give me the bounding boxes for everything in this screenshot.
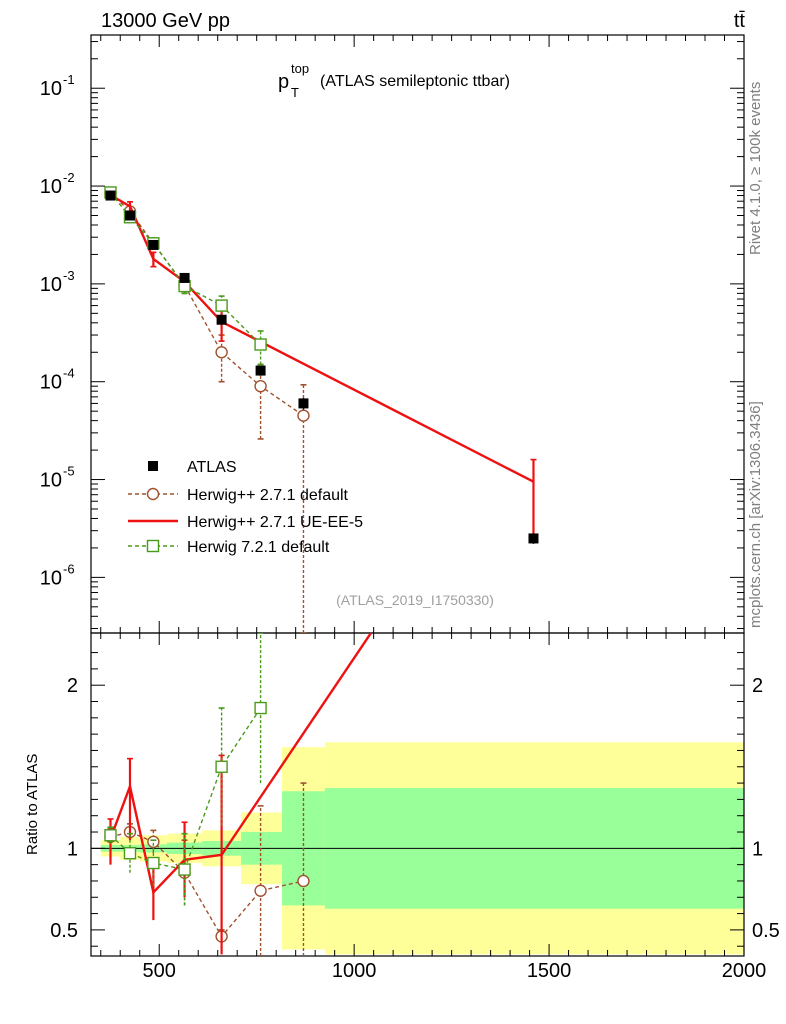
y-tick-label: 10 bbox=[40, 274, 62, 296]
ratio-tick-label-right: 1 bbox=[752, 838, 763, 860]
ratio-line bbox=[109, 633, 373, 895]
ratio-marker bbox=[147, 856, 160, 870]
ratio-plot-frame bbox=[90, 632, 745, 957]
legend-square-marker bbox=[146, 539, 160, 553]
ratio-tick-label: 1 bbox=[67, 838, 78, 860]
plot-title-sub: T bbox=[291, 85, 299, 100]
legend-atlas-marker bbox=[148, 461, 158, 471]
y-tick-label: 10 bbox=[40, 78, 62, 100]
ratio-tick-label: 0.5 bbox=[50, 920, 78, 942]
header-right: tt̄ bbox=[734, 10, 746, 32]
ratio-tick-label: 2 bbox=[67, 675, 78, 697]
rivet-label: Rivet 4.1.0, ≥ 100k events bbox=[747, 82, 764, 255]
legend-label: Herwig++ 2.7.1 default bbox=[187, 487, 349, 504]
ratio-tick-label-right: 0.5 bbox=[752, 920, 780, 942]
y-tick-exponent: -1 bbox=[63, 72, 75, 87]
x-tick-label: 1500 bbox=[527, 960, 572, 982]
mcplots-label: mcplots.cern.ch [arXiv:1306.3436] bbox=[747, 401, 764, 628]
series-marker bbox=[215, 299, 228, 312]
legend-label: Herwig 7.2.1 default bbox=[187, 539, 330, 556]
atlas-marker bbox=[528, 533, 539, 544]
plot-title-sup: top bbox=[291, 61, 309, 76]
y-tick-exponent: -2 bbox=[63, 170, 75, 185]
series-marker bbox=[297, 409, 310, 422]
ratio-marker bbox=[215, 760, 228, 773]
y-tick-label: 10 bbox=[40, 372, 62, 394]
y-tick-label: 10 bbox=[40, 470, 62, 492]
y-tick-label: 10 bbox=[40, 567, 62, 589]
legend: ATLAS Herwig++ 2.7.1 default Herwig++ 2.7.… bbox=[128, 459, 363, 556]
x-tick-label: 2000 bbox=[722, 960, 767, 982]
y-tick-exponent: -3 bbox=[63, 268, 75, 283]
ratio-marker bbox=[104, 829, 117, 842]
atlas-marker bbox=[105, 190, 116, 201]
atlas-marker bbox=[148, 239, 159, 250]
y-tick-exponent: -6 bbox=[63, 561, 75, 576]
x-axis-ticks: 500 1000 1500 2000 bbox=[100, 35, 767, 982]
y-tick-label: 10 bbox=[40, 176, 62, 198]
main-y-axis-ticks: 10-610-510-410-310-210-1 bbox=[40, 41, 744, 630]
series-marker bbox=[215, 346, 228, 359]
ratio-marker bbox=[147, 835, 160, 849]
atlas-marker bbox=[216, 314, 227, 325]
ratio-marker bbox=[178, 863, 191, 876]
plot-title: p top T (ATLAS semileptonic ttbar) bbox=[278, 61, 510, 100]
y-tick-exponent: -5 bbox=[63, 464, 75, 479]
header-left: 13000 GeV pp bbox=[101, 10, 230, 32]
legend-label: ATLAS bbox=[187, 459, 237, 476]
ratio-y-axis-ticks: 0.5 0.5 1 1 2 2 bbox=[50, 652, 780, 947]
atlas-marker bbox=[255, 365, 266, 376]
atlas-marker bbox=[179, 272, 190, 283]
main-plot-series bbox=[104, 186, 539, 633]
ratio-marker bbox=[297, 874, 310, 888]
legend-circle-marker bbox=[146, 487, 160, 501]
ratio-marker bbox=[123, 847, 137, 860]
x-tick-label: 1000 bbox=[332, 960, 377, 982]
atlas-marker bbox=[298, 398, 309, 409]
ratio-marker bbox=[254, 701, 267, 715]
ratio-marker bbox=[254, 884, 267, 897]
atlas-marker bbox=[124, 210, 135, 221]
ratio-plot-series bbox=[104, 633, 373, 956]
series-line bbox=[109, 192, 262, 346]
ratio-y-label: Ratio to ATLAS bbox=[24, 754, 41, 855]
ratio-tick-label-right: 2 bbox=[752, 675, 763, 697]
series-marker bbox=[254, 338, 267, 351]
plot-title-p: p bbox=[278, 71, 289, 93]
x-tick-label: 500 bbox=[143, 960, 176, 982]
series-line bbox=[109, 193, 535, 483]
plot-title-rest: (ATLAS semileptonic ttbar) bbox=[320, 73, 510, 90]
series-marker bbox=[254, 379, 267, 393]
y-tick-exponent: -4 bbox=[63, 366, 75, 381]
legend-label: Herwig++ 2.7.1 UE-EE-5 bbox=[187, 514, 363, 531]
analysis-id: (ATLAS_2019_I1750330) bbox=[336, 592, 494, 608]
